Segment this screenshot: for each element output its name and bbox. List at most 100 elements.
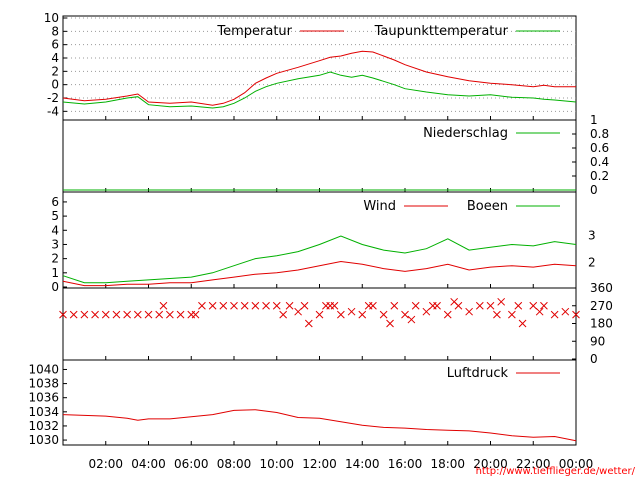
precipitation-panel: 10.80.60.40.20 Niederschlag xyxy=(62,113,609,197)
temperature-legend-label: Taupunkttemperatur xyxy=(374,24,509,39)
wind_direction-point xyxy=(518,319,527,328)
wind_direction-point xyxy=(144,310,153,319)
wind_direction-ytick-label: 180 xyxy=(590,317,613,331)
precipitation-ytick-label: 0.8 xyxy=(590,127,609,141)
wind_direction-point xyxy=(347,307,356,316)
x-axis-tick-label: 00:00 xyxy=(559,457,594,471)
wind_direction-point xyxy=(159,301,168,310)
wind-ytick-label: 4 xyxy=(51,223,59,237)
wind_direction-point xyxy=(486,301,495,310)
wind_direction-point xyxy=(279,310,288,319)
wind-y2tick-label: 3 xyxy=(588,228,596,242)
wind_direction-point xyxy=(69,310,78,319)
temperature-ytick-label: 0 xyxy=(51,78,59,92)
x-axis-tick-label: 10:00 xyxy=(259,457,294,471)
pressure-ytick-label: 1032 xyxy=(28,419,59,433)
pressure-legend-label: Luftdruck xyxy=(447,366,509,381)
temperature-ytick-label: 2 xyxy=(51,64,59,78)
wind_direction-point xyxy=(59,310,67,319)
wind_direction-point xyxy=(300,301,309,310)
wind_direction-point xyxy=(80,310,89,319)
wind_direction-point xyxy=(191,310,200,319)
wind-ytick-label: 3 xyxy=(51,237,59,251)
wind_direction-point xyxy=(337,310,345,319)
wind_direction-point xyxy=(433,301,441,310)
wind_direction-point xyxy=(550,310,559,319)
x-axis-tick-label: 12:00 xyxy=(302,457,337,471)
precipitation-legend-label: Niederschlag xyxy=(423,126,508,141)
wind_direction-ytick-label: 270 xyxy=(590,299,613,313)
wind-ytick-label: 1 xyxy=(51,266,59,280)
wind-legend-label: Wind xyxy=(363,199,396,214)
wind_direction-point xyxy=(493,310,501,319)
wind-series-wind xyxy=(62,260,577,287)
wind_direction-point xyxy=(454,301,463,310)
wind_direction-point xyxy=(401,310,409,319)
wind_direction-point xyxy=(529,301,538,310)
wind_direction-point xyxy=(294,307,302,316)
wind_direction-point xyxy=(272,301,281,310)
wind_direction-point xyxy=(386,319,394,328)
wind_direction-point xyxy=(465,307,473,316)
precipitation-ytick-label: 0.2 xyxy=(590,169,609,183)
wind_direction-point xyxy=(123,310,131,319)
x-axis-tick-label: 20:00 xyxy=(473,457,508,471)
x-axis-tick-label: 06:00 xyxy=(174,457,209,471)
wind_direction-point xyxy=(166,310,174,319)
temperature-legend-label: Temperatur xyxy=(216,24,292,39)
pressure-ytick-label: 1038 xyxy=(28,377,59,391)
temperature-ytick-label: 6 xyxy=(51,38,59,52)
wind_direction-point xyxy=(369,301,377,310)
wind_direction-panel: 360 270 180 90 0 xyxy=(59,281,613,366)
precipitation-ytick-label: 0.6 xyxy=(590,141,609,155)
wind-ytick-label: 2 xyxy=(51,252,59,266)
x-axis-tick-label: 16:00 xyxy=(388,457,423,471)
x-axis-tick-label: 02:00 xyxy=(88,457,123,471)
wind_direction-point xyxy=(497,297,506,306)
wind_direction-point xyxy=(262,301,270,310)
temperature-ytick-label: 8 xyxy=(51,24,59,38)
wind_direction-point xyxy=(208,301,217,310)
wind_direction-point xyxy=(411,301,420,310)
wind_direction-point xyxy=(540,301,548,310)
wind_direction-point xyxy=(379,310,388,319)
wind_direction-point xyxy=(251,301,260,310)
precipitation-ytick-label: 0 xyxy=(590,183,598,197)
temperature-ytick-label: 10 xyxy=(44,11,59,25)
wind-series-boeen xyxy=(62,235,577,284)
wind-y2tick-label: 2 xyxy=(588,256,596,270)
wind_direction-point xyxy=(304,319,313,328)
wind_direction-point xyxy=(112,310,121,319)
pressure-ytick-label: 1030 xyxy=(28,433,59,447)
temperature-ytick-label: 4 xyxy=(51,51,59,65)
wind_direction-point xyxy=(508,310,516,319)
temperature-ytick-label: -4 xyxy=(47,104,59,118)
wind_direction-point xyxy=(561,307,570,316)
wind_direction-point xyxy=(219,301,228,310)
pressure-ytick-label: 1040 xyxy=(28,362,59,376)
x-axis-tick-label: 22:00 xyxy=(516,457,551,471)
temperature-series-temperatur xyxy=(62,50,576,106)
wind-ytick-label: 5 xyxy=(51,209,59,223)
wind_direction-point xyxy=(390,301,399,310)
wind-ytick-label: 6 xyxy=(51,195,59,209)
wind_direction-point xyxy=(535,307,544,316)
wind_direction-ytick-label: 0 xyxy=(590,352,598,366)
credit-link[interactable]: http://www.tiefflieger.de/wetter/ xyxy=(475,466,635,477)
pressure-ytick-label: 1034 xyxy=(28,405,59,419)
x-axis-tick-label: 04:00 xyxy=(131,457,166,471)
wind_direction-ytick-label: 90 xyxy=(590,334,605,348)
wind_direction-point xyxy=(443,310,452,319)
wind_direction-point xyxy=(230,301,238,310)
wind_direction-point xyxy=(407,315,416,324)
wind-legend-label: Boeen xyxy=(467,199,508,214)
temperature-series-taupunkttemperatur xyxy=(62,71,577,109)
wind_direction-point xyxy=(572,310,580,319)
wind_direction-point xyxy=(358,310,367,319)
wind_direction-point xyxy=(475,301,484,310)
pressure-series-luftdruck xyxy=(62,409,577,442)
